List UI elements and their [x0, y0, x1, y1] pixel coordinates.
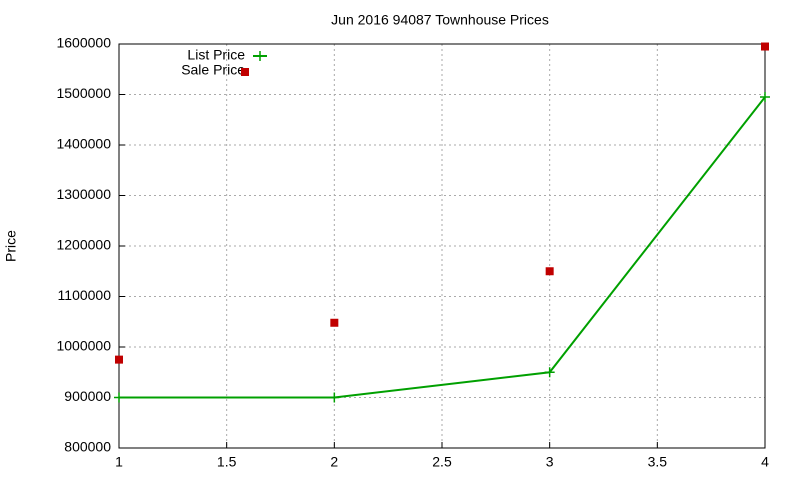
y-tick-label: 1100000 [58, 287, 112, 303]
legend-label: List Price [187, 47, 245, 63]
y-tick-label: 1200000 [56, 237, 111, 253]
point [761, 42, 769, 51]
y-tick-label: 1400000 [56, 136, 111, 152]
point [330, 318, 339, 327]
y-tick-label: 800000 [64, 439, 111, 455]
point [545, 267, 554, 276]
y-tick-label: 1600000 [56, 35, 111, 51]
point [329, 392, 340, 403]
x-tick-label: 3 [546, 454, 554, 470]
plot-frame [118, 43, 766, 449]
x-tick-label: 4 [761, 454, 769, 470]
series-line [119, 96, 766, 399]
y-tick-label: 1000000 [56, 338, 111, 354]
x-tick-label: 1.5 [217, 454, 237, 470]
point [115, 355, 123, 364]
y-axis-label: Price [3, 230, 19, 262]
x-tick-label: 2 [330, 454, 338, 470]
x-tick-label: 1 [115, 454, 123, 470]
x-tick-label: 3.5 [648, 454, 668, 470]
x-tick-label: 2.5 [432, 454, 452, 470]
chart-title: Jun 2016 94087 Townhouse Prices [331, 12, 549, 28]
point [544, 367, 555, 378]
point [114, 392, 124, 403]
legend-swatch [255, 51, 265, 61]
point [760, 92, 770, 103]
y-tick-label: 900000 [64, 388, 111, 404]
legend-swatch [241, 68, 249, 76]
y-tick-label: 1300000 [56, 186, 111, 202]
y-tick-label: 1500000 [56, 85, 111, 101]
legend-label: Sale Price [181, 62, 245, 78]
